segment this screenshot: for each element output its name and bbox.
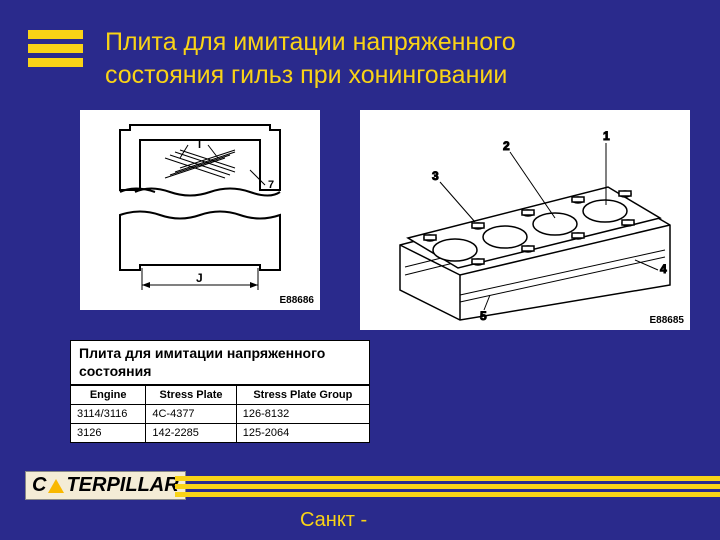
figures-row: I 7 J E88686 [0, 110, 720, 330]
col-engine: Engine [71, 386, 146, 405]
table-title: Плита для имитации напряженного состояни… [70, 340, 370, 385]
callout-7: 7 [268, 179, 274, 191]
top-accent-bars [28, 30, 83, 72]
callout-3: 3 [432, 169, 439, 183]
triangle-icon [48, 479, 64, 493]
slide-title: Плита для имитации напряженного состояни… [105, 26, 516, 91]
callout-i: I [198, 139, 201, 151]
callout-2: 2 [503, 139, 510, 153]
callout-5: 5 [480, 309, 487, 323]
brand-logo: CTERPILLAR [25, 471, 186, 500]
callout-4: 4 [660, 262, 667, 276]
figure-left-label: E88686 [280, 295, 314, 306]
table-row: 3126 142-2285 125-2064 [71, 424, 370, 443]
stress-plate-table: Плита для имитации напряженного состояни… [70, 340, 370, 443]
table-row: 3114/3116 4C-4377 126-8132 [71, 405, 370, 424]
figure-right-label: E88685 [650, 315, 684, 326]
data-table: Engine Stress Plate Stress Plate Group 3… [70, 385, 370, 443]
callout-j: J [196, 271, 203, 285]
figure-stress-plate: 1 2 3 4 5 E88685 [360, 110, 690, 330]
title-line-1: Плита для имитации напряженного [105, 28, 516, 56]
figure-cylinder-liner: I 7 J E88686 [80, 110, 320, 310]
callout-1: 1 [603, 129, 610, 143]
footer-text: Санкт - [300, 509, 367, 532]
col-stress-plate-group: Stress Plate Group [236, 386, 369, 405]
col-stress-plate: Stress Plate [146, 386, 236, 405]
bottom-accent-bars [175, 476, 720, 500]
title-line-2: состояния гильз при хонинговании [105, 61, 507, 89]
